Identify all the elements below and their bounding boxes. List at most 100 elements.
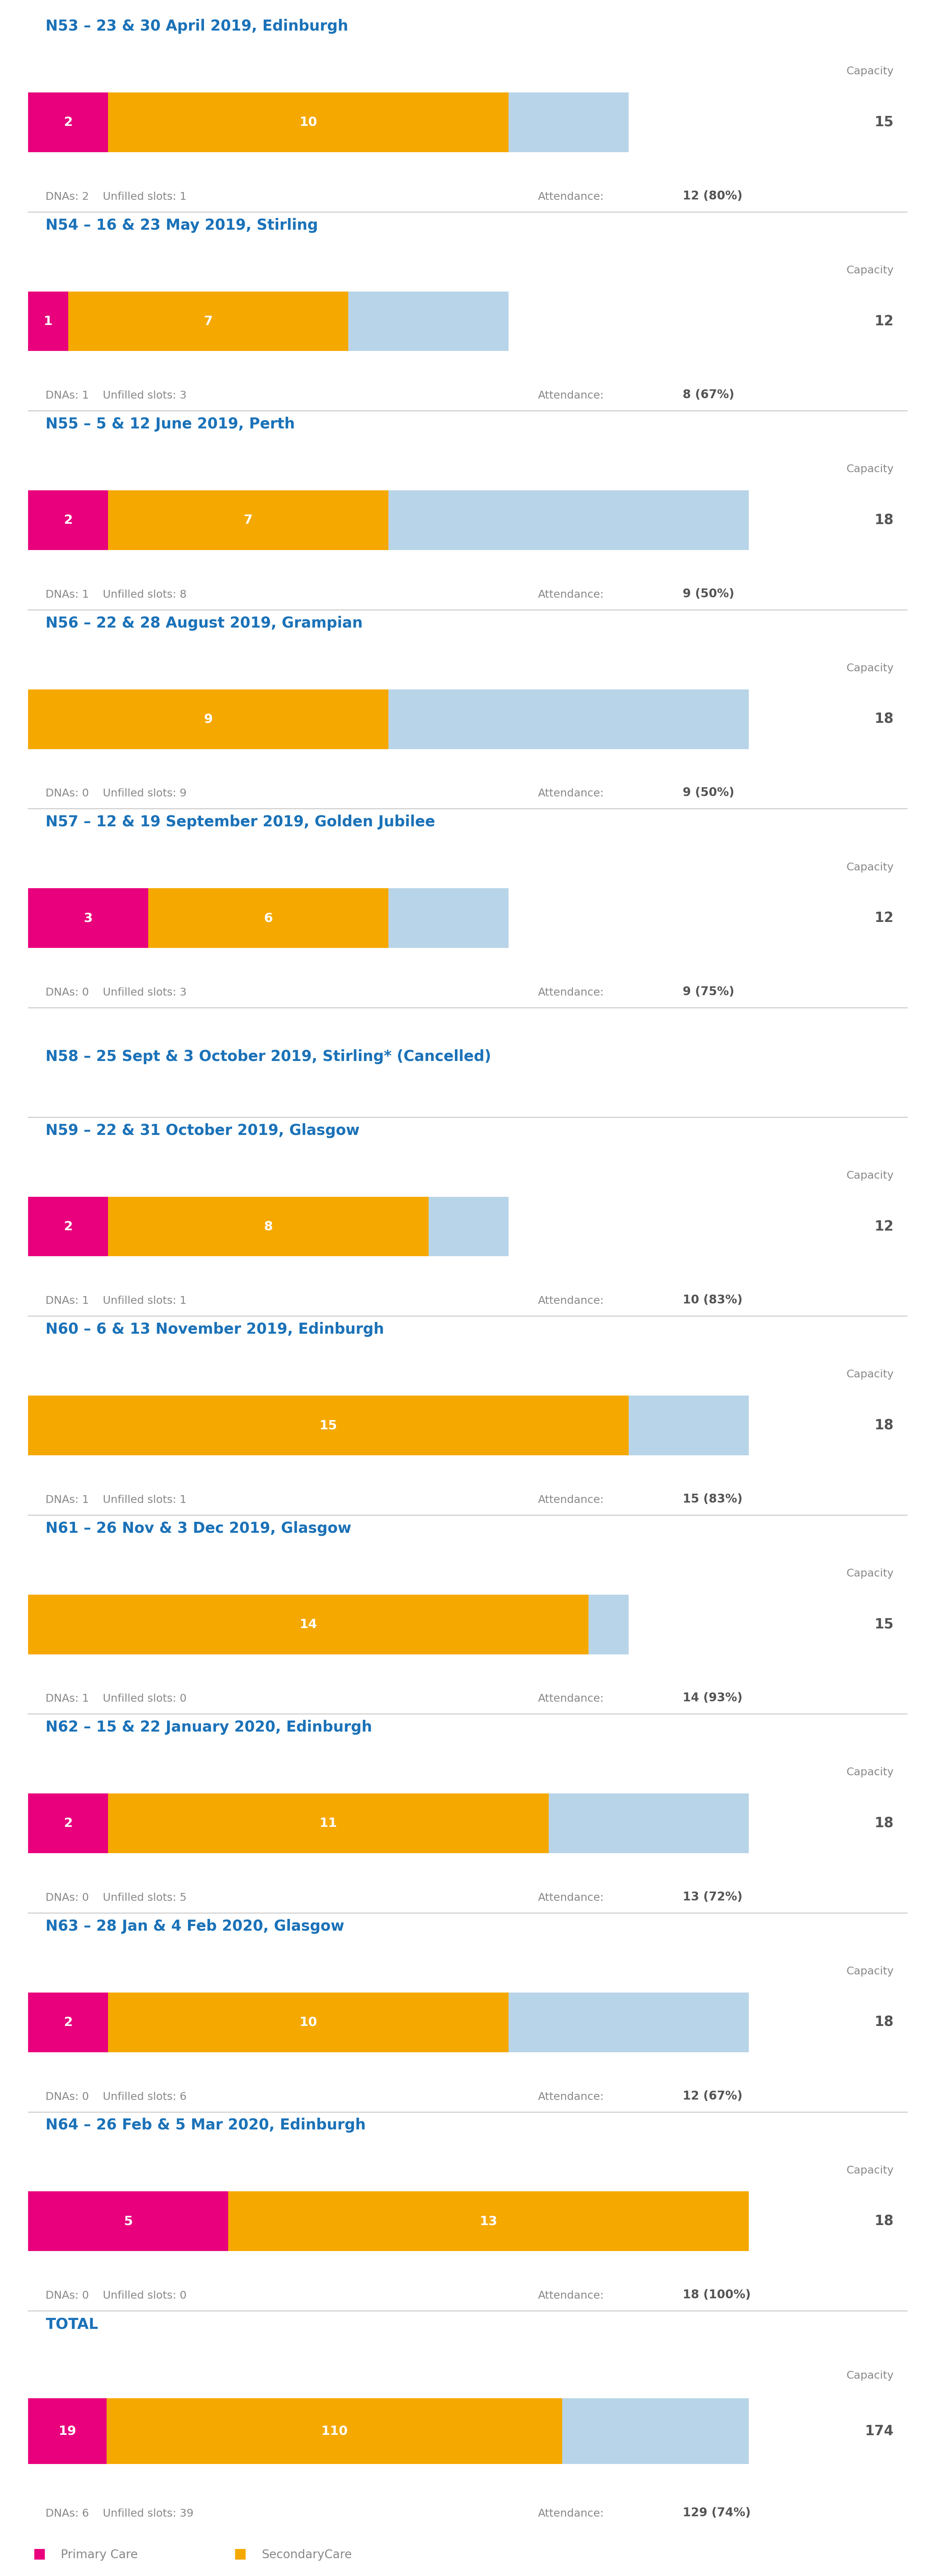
Text: N63 – 28 Jan & 4 Feb 2020, Glasgow: N63 – 28 Jan & 4 Feb 2020, Glasgow — [46, 1919, 344, 1935]
Text: 110: 110 — [321, 2424, 348, 2437]
Bar — [628, 1396, 749, 1455]
Text: N55 – 5 & 12 June 2019, Perth: N55 – 5 & 12 June 2019, Perth — [46, 417, 295, 433]
Text: 8: 8 — [264, 1221, 273, 1231]
Text: N57 – 12 & 19 September 2019, Golden Jubilee: N57 – 12 & 19 September 2019, Golden Jub… — [46, 814, 436, 829]
Text: 7: 7 — [244, 515, 252, 526]
Text: 2: 2 — [64, 2017, 73, 2027]
Bar — [28, 1595, 589, 1654]
Text: 18: 18 — [874, 1816, 894, 1829]
Text: DNAs: 0    Unfilled slots: 6: DNAs: 0 Unfilled slots: 6 — [46, 2092, 187, 2102]
Bar — [28, 93, 108, 152]
Text: 13 (72%): 13 (72%) — [683, 1891, 742, 1904]
Text: Attendance:: Attendance: — [538, 2509, 604, 2519]
Text: Attendance:: Attendance: — [538, 392, 604, 402]
Text: DNAs: 6    Unfilled slots: 39: DNAs: 6 Unfilled slots: 39 — [46, 2509, 194, 2519]
Text: 9 (50%): 9 (50%) — [683, 788, 735, 799]
Text: Primary Care: Primary Care — [61, 2548, 137, 2561]
Text: DNAs: 1    Unfilled slots: 1: DNAs: 1 Unfilled slots: 1 — [46, 1494, 187, 1504]
Text: 11: 11 — [320, 1816, 338, 1829]
Text: SecondaryCare: SecondaryCare — [262, 2548, 352, 2561]
Text: N62 – 15 & 22 January 2020, Edinburgh: N62 – 15 & 22 January 2020, Edinburgh — [46, 1721, 372, 1734]
Bar — [549, 1793, 749, 1852]
Text: 12: 12 — [874, 314, 894, 327]
Bar — [509, 93, 628, 152]
Bar — [148, 889, 388, 948]
Text: ■: ■ — [234, 2548, 247, 2561]
Text: 1: 1 — [44, 314, 52, 327]
Bar — [349, 291, 509, 350]
Text: 9 (75%): 9 (75%) — [683, 987, 735, 997]
Text: Capacity: Capacity — [846, 67, 894, 77]
Bar — [28, 2192, 228, 2251]
Text: 14: 14 — [299, 1618, 317, 1631]
Text: 7: 7 — [204, 314, 212, 327]
Text: 8 (67%): 8 (67%) — [683, 389, 735, 402]
Bar — [562, 2398, 749, 2465]
Text: Attendance:: Attendance: — [538, 590, 604, 600]
Bar — [108, 489, 388, 551]
Bar — [28, 1991, 108, 2053]
Text: Attendance:: Attendance: — [538, 1296, 604, 1306]
Text: Capacity: Capacity — [846, 265, 894, 276]
Text: Capacity: Capacity — [846, 1767, 894, 1777]
Bar — [388, 690, 749, 750]
Text: 15: 15 — [874, 1618, 894, 1631]
Text: Capacity: Capacity — [846, 2370, 894, 2380]
Text: 18: 18 — [874, 513, 894, 528]
Bar — [428, 1198, 509, 1257]
Text: 14 (93%): 14 (93%) — [683, 1692, 742, 1703]
Text: 2: 2 — [64, 116, 73, 129]
Bar — [107, 2398, 562, 2465]
Text: N58 – 25 Sept & 3 October 2019, Stirling* (Cancelled): N58 – 25 Sept & 3 October 2019, Stirling… — [46, 1048, 491, 1064]
Text: 15: 15 — [874, 116, 894, 129]
Text: 12 (67%): 12 (67%) — [683, 2089, 742, 2102]
Text: 6: 6 — [264, 912, 273, 925]
Text: 18: 18 — [874, 1419, 894, 1432]
Text: 2: 2 — [64, 515, 73, 526]
Bar — [28, 1793, 108, 1852]
Text: N64 – 26 Feb & 5 Mar 2020, Edinburgh: N64 – 26 Feb & 5 Mar 2020, Edinburgh — [46, 2117, 366, 2133]
Bar — [28, 690, 388, 750]
Text: 2: 2 — [64, 1816, 73, 1829]
Bar — [589, 1595, 628, 1654]
Text: 18: 18 — [874, 2215, 894, 2228]
Bar — [228, 2192, 749, 2251]
Bar — [28, 291, 68, 350]
Text: 19: 19 — [59, 2424, 77, 2437]
Text: 2: 2 — [64, 1221, 73, 1231]
Text: 12: 12 — [874, 1221, 894, 1234]
Text: DNAs: 0    Unfilled slots: 3: DNAs: 0 Unfilled slots: 3 — [46, 987, 187, 997]
Bar — [108, 93, 509, 152]
Bar — [28, 889, 148, 948]
Text: 15 (83%): 15 (83%) — [683, 1494, 742, 1504]
Text: 9 (50%): 9 (50%) — [683, 587, 735, 600]
Text: Capacity: Capacity — [846, 2166, 894, 2177]
Text: N61 – 26 Nov & 3 Dec 2019, Glasgow: N61 – 26 Nov & 3 Dec 2019, Glasgow — [46, 1520, 352, 1535]
Text: 5: 5 — [123, 2215, 133, 2228]
Text: Capacity: Capacity — [846, 1569, 894, 1579]
Text: DNAs: 1    Unfilled slots: 1: DNAs: 1 Unfilled slots: 1 — [46, 1296, 187, 1306]
Text: Capacity: Capacity — [846, 1370, 894, 1381]
Text: DNAs: 1    Unfilled slots: 0: DNAs: 1 Unfilled slots: 0 — [46, 1692, 187, 1703]
Text: 18: 18 — [874, 2014, 894, 2030]
Text: Capacity: Capacity — [846, 863, 894, 873]
Text: 10: 10 — [299, 2017, 317, 2027]
Text: 129 (74%): 129 (74%) — [683, 2506, 751, 2519]
Bar — [108, 1793, 549, 1852]
Bar — [28, 1198, 108, 1257]
Bar — [388, 889, 509, 948]
Text: 12: 12 — [874, 912, 894, 925]
Text: DNAs: 1    Unfilled slots: 8: DNAs: 1 Unfilled slots: 8 — [46, 590, 187, 600]
Text: Attendance:: Attendance: — [538, 788, 604, 799]
Bar — [108, 1198, 428, 1257]
Text: DNAs: 0    Unfilled slots: 5: DNAs: 0 Unfilled slots: 5 — [46, 1893, 187, 1904]
Text: Capacity: Capacity — [846, 1170, 894, 1180]
Text: 10 (83%): 10 (83%) — [683, 1293, 742, 1306]
Text: Capacity: Capacity — [846, 662, 894, 672]
Text: Attendance:: Attendance: — [538, 987, 604, 997]
Text: Attendance:: Attendance: — [538, 1893, 604, 1904]
Text: 174: 174 — [865, 2424, 894, 2437]
Text: 10: 10 — [299, 116, 317, 129]
Text: N53 – 23 & 30 April 2019, Edinburgh: N53 – 23 & 30 April 2019, Edinburgh — [46, 18, 349, 33]
Bar — [28, 1396, 628, 1455]
